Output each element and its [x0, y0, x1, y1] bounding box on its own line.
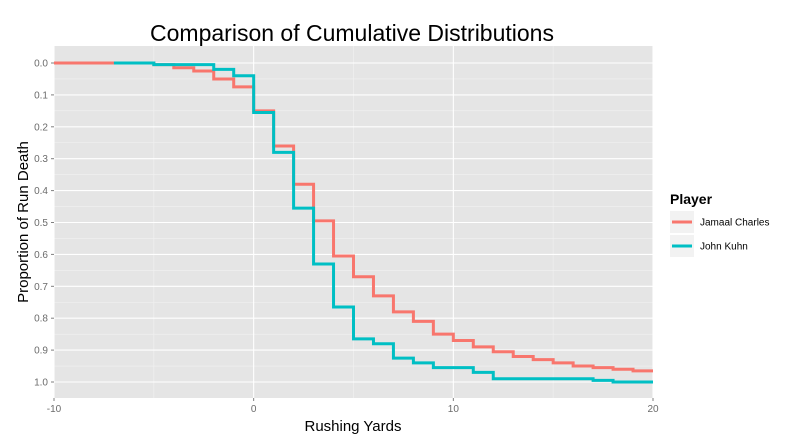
y-tick-label: 0.5	[34, 218, 48, 229]
y-axis: 0.0 0.1 0.2 0.3 0.4 0.5 0.6 0.7 0.8 0.9 1.0	[34, 59, 54, 389]
y-tick-label: 0.4	[34, 186, 48, 197]
x-axis-title: Rushing Yards	[304, 418, 401, 435]
series-line-john-kuhn	[113, 61, 653, 384]
y-tick-label: 0.0	[34, 59, 48, 70]
legend-label: John Kuhn	[700, 242, 748, 253]
x-tick-label: 0	[251, 404, 257, 415]
x-tick-label: -10	[47, 404, 62, 415]
y-tick-label: 1.0	[34, 378, 48, 389]
legend-label: Jamaal Charles	[700, 218, 769, 229]
x-tick-label: 20	[647, 404, 659, 415]
y-tick-label: 0.9	[34, 346, 48, 357]
y-tick-label: 0.7	[34, 282, 48, 293]
y-tick-label: 0.3	[34, 154, 48, 165]
series-lines	[54, 61, 653, 384]
y-tick-label: 0.1	[34, 90, 48, 101]
y-tick-label: 0.2	[34, 122, 48, 133]
x-tick-label: 10	[448, 404, 460, 415]
chart-title: Comparison of Cumulative Distributions	[150, 20, 554, 46]
x-axis: -10 0 10 20	[47, 398, 659, 415]
legend: Player Jamaal Charles John Kuhn	[670, 191, 769, 257]
series-line-jamaal-charles	[54, 61, 653, 373]
legend-title: Player	[670, 191, 713, 207]
legend-items: Jamaal Charles John Kuhn	[670, 211, 769, 257]
y-axis-title: Proportion of Run Death	[15, 141, 32, 303]
y-tick-label: 0.6	[34, 250, 48, 261]
y-tick-label: 0.8	[34, 314, 48, 325]
